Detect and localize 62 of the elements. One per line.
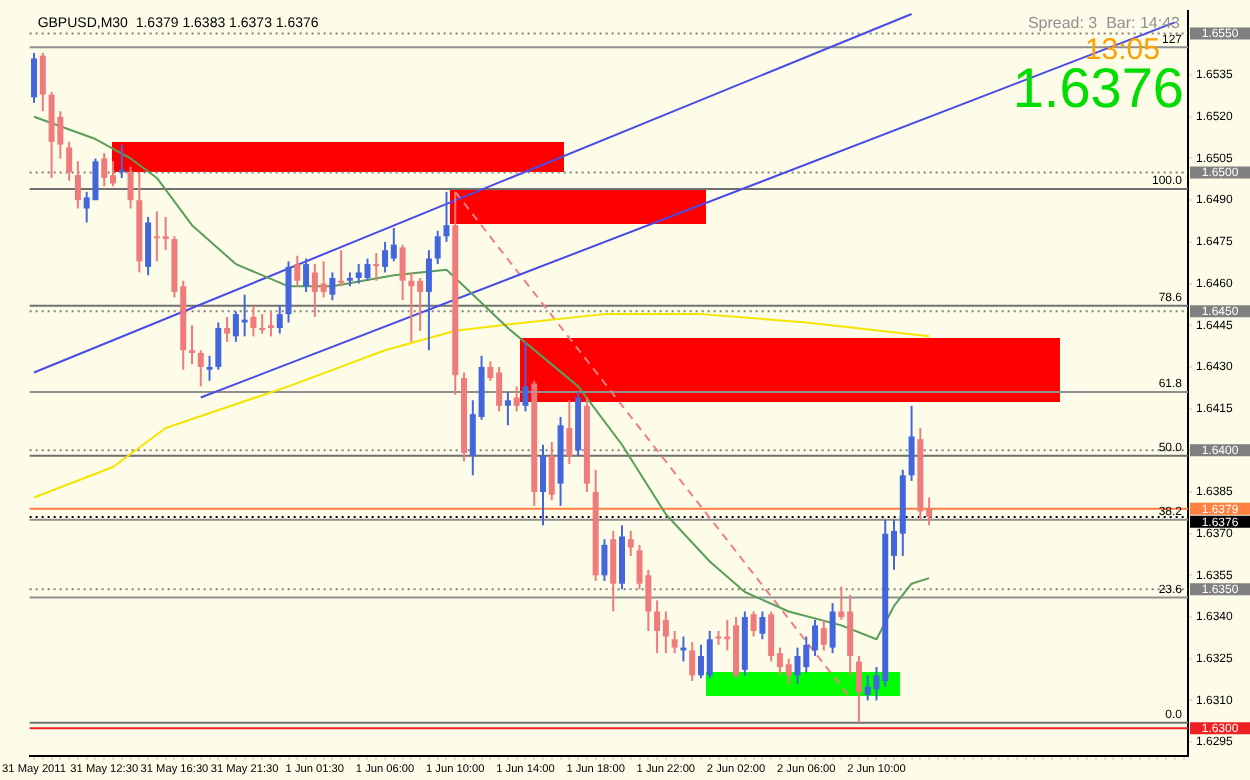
candlestick [908, 404, 915, 482]
candlestick [188, 324, 195, 366]
candlestick [294, 254, 301, 288]
candlestick [215, 321, 222, 371]
candlestick [425, 249, 432, 352]
candlestick [540, 443, 547, 527]
candlestick [689, 641, 696, 682]
candlestick [31, 51, 38, 104]
candlestick [197, 349, 204, 388]
candlestick [390, 226, 397, 263]
candlestick [548, 440, 555, 502]
candlestick [794, 646, 801, 685]
candlestick [855, 654, 862, 724]
candlestick [610, 529, 617, 613]
candlestick [373, 251, 380, 282]
candlestick [566, 399, 573, 466]
candlestick [303, 257, 310, 293]
candlestick [443, 190, 450, 243]
candlestick [259, 313, 266, 335]
candlestick [66, 140, 73, 182]
candlestick [654, 599, 661, 655]
candlestick [829, 602, 836, 655]
candlestick [627, 529, 634, 557]
candlestick [267, 310, 274, 338]
candlestick [399, 243, 406, 302]
candlestick [601, 538, 608, 582]
candlestick [39, 51, 46, 113]
candlestick [820, 618, 827, 652]
candlestick [408, 271, 415, 343]
candlestick [206, 354, 213, 382]
candlestick [320, 260, 327, 299]
candlestick [74, 160, 81, 210]
candlestick [504, 390, 511, 427]
annotation: Spread: 3 Bar: 14:43 [1027, 13, 1182, 32]
candlestick [48, 90, 55, 179]
candlestick [864, 674, 871, 702]
candlestick [750, 610, 757, 638]
candlestick [338, 249, 345, 288]
candlestick [671, 629, 678, 655]
candlestick [434, 229, 441, 266]
annotation: 13:05 [1084, 33, 1160, 68]
candlestick [355, 263, 362, 285]
candlestick [101, 151, 108, 188]
candlestick [662, 610, 669, 655]
candlestick [250, 304, 257, 338]
candlestick [785, 657, 792, 685]
candlestick [127, 165, 134, 210]
candlestick [364, 257, 371, 282]
candlestick [706, 629, 713, 680]
candlestick [513, 385, 520, 413]
candlestick [285, 260, 292, 324]
candlestick [276, 304, 283, 335]
candlestick [522, 340, 529, 413]
candlestick [145, 215, 152, 277]
candlestick [162, 215, 169, 252]
candlestick [224, 315, 231, 343]
candlestick [768, 610, 775, 663]
candlestick [92, 157, 99, 202]
candlestick [382, 240, 389, 274]
candlestick [329, 271, 336, 302]
candlestick [759, 610, 766, 641]
candlestick [618, 524, 625, 591]
